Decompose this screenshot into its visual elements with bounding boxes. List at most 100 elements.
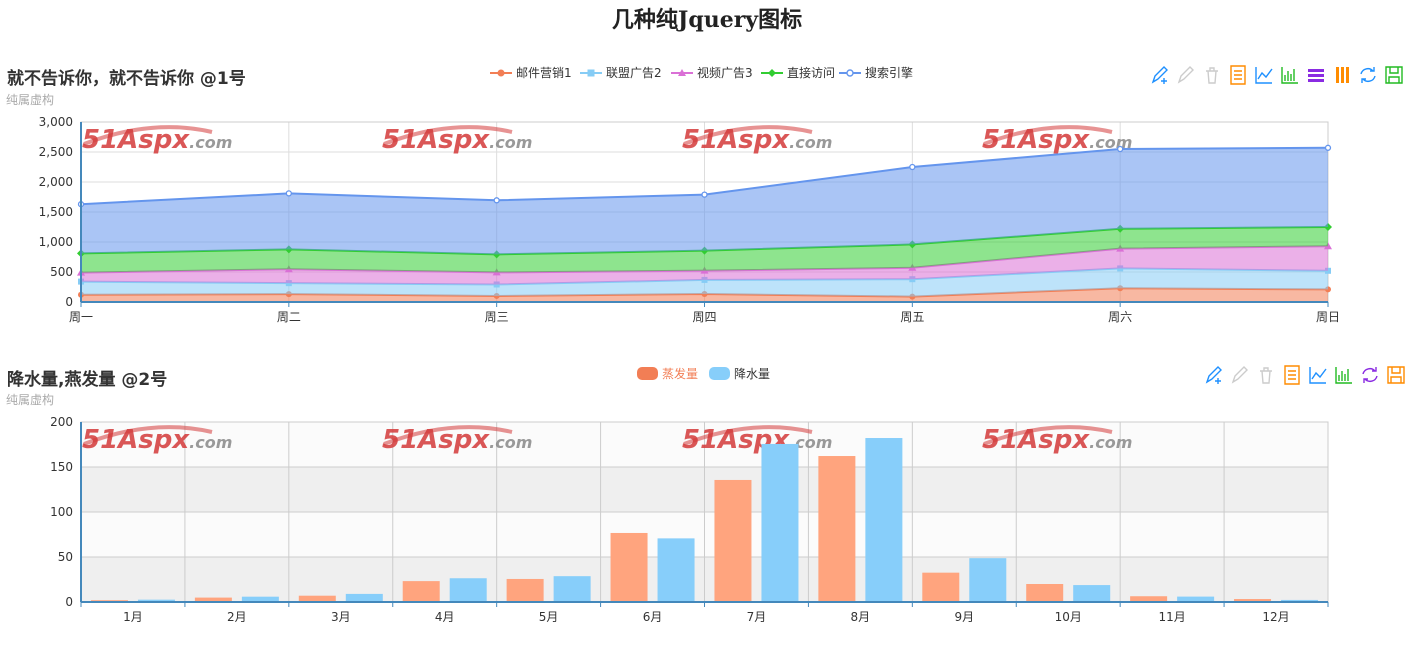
data-point xyxy=(1117,145,1124,153)
watermark-text: 51Aspx.com xyxy=(382,125,532,155)
data-view-icon[interactable] xyxy=(1230,65,1246,85)
doc-shape xyxy=(1284,365,1300,385)
bar-precipitation xyxy=(865,438,903,602)
legend-marker xyxy=(637,367,658,380)
x-tick-label: 周五 xyxy=(900,310,924,324)
line-chart-icon[interactable] xyxy=(1255,67,1273,84)
save-image-icon[interactable] xyxy=(1385,66,1403,84)
legend-item[interactable]: 视频广告3 xyxy=(671,65,753,80)
watermark-swoosh xyxy=(983,425,1113,446)
bar-evaporation xyxy=(194,597,232,602)
series-area-4 xyxy=(81,227,1328,273)
save-shape xyxy=(1385,66,1403,84)
stack-bar xyxy=(1308,79,1324,82)
stack-bar xyxy=(1308,69,1324,72)
bar-precipitation xyxy=(969,558,1007,602)
legend-marker xyxy=(587,69,595,77)
watermark-text: 51Aspx.com xyxy=(382,425,532,455)
watermark-logo: 51Aspx.com xyxy=(82,425,232,455)
bar-evaporation xyxy=(298,595,336,602)
x-tick-label: 11月 xyxy=(1158,610,1185,624)
legend-marker xyxy=(497,69,505,77)
x-tick-label: 9月 xyxy=(954,610,974,624)
tile-bar xyxy=(1346,67,1349,83)
page-title: 几种纯Jquery图标 xyxy=(611,7,803,33)
y-tick-label: 50 xyxy=(58,550,73,564)
y-tick-label: 0 xyxy=(65,295,73,309)
watermark-text: 51Aspx.com xyxy=(682,125,832,155)
tiled-icon[interactable] xyxy=(1336,67,1349,83)
legend-marker xyxy=(709,367,730,380)
y-tick-label: 2,000 xyxy=(39,175,73,189)
legend-label: 降水量 xyxy=(734,367,770,381)
x-tick-label: 8月 xyxy=(851,610,871,624)
legend-item[interactable]: 降水量 xyxy=(709,367,770,381)
bar-evaporation xyxy=(922,572,960,602)
bars-shape xyxy=(1281,67,1298,84)
legend-label: 蒸发量 xyxy=(662,366,698,381)
mark-undo-icon[interactable] xyxy=(1177,66,1194,84)
bar-precipitation xyxy=(345,593,383,602)
watermark-swoosh xyxy=(683,125,813,146)
bar-evaporation xyxy=(1026,584,1064,602)
x-tick-label: 4月 xyxy=(435,610,455,624)
bar-precipitation xyxy=(657,538,695,602)
watermark-logo: 51Aspx.com xyxy=(382,125,532,155)
y-tick-label: 1,500 xyxy=(39,205,73,219)
plus-shape xyxy=(1161,78,1167,84)
y-tick-label: 100 xyxy=(50,505,73,519)
x-tick-label: 6月 xyxy=(643,610,663,624)
legend-item[interactable]: 邮件营销1 xyxy=(490,66,572,80)
x-tick-label: 1月 xyxy=(123,610,143,624)
watermark-text: 51Aspx.com xyxy=(982,425,1132,455)
tile-bar xyxy=(1341,67,1344,83)
stack-icon[interactable] xyxy=(1308,69,1324,82)
legend-item[interactable]: 搜索引擎 xyxy=(839,65,913,80)
restore-icon[interactable] xyxy=(1360,67,1376,83)
legend-item[interactable]: 直接访问 xyxy=(761,65,835,80)
watermark-swoosh xyxy=(383,125,513,146)
chart2-subtitle: 纯属虚构 xyxy=(6,393,55,407)
mark-icon[interactable] xyxy=(1151,66,1168,84)
watermark-text: 51Aspx.com xyxy=(82,125,232,155)
legend-label: 直接访问 xyxy=(787,65,835,80)
line-shape xyxy=(1255,67,1273,84)
watermark-swoosh xyxy=(683,425,813,446)
legend-marker xyxy=(846,69,854,77)
bar-evaporation xyxy=(506,578,544,602)
y-tick-label: 1,000 xyxy=(39,235,73,249)
save-image-icon[interactable] xyxy=(1387,366,1405,384)
restore-icon[interactable] xyxy=(1362,367,1378,383)
watermark-swoosh xyxy=(83,425,213,446)
data-view-icon[interactable] xyxy=(1284,365,1300,385)
pen-shape xyxy=(1205,366,1222,384)
mark-clear-icon[interactable] xyxy=(1260,367,1272,384)
watermark-logo: 51Aspx.com xyxy=(982,125,1132,155)
pen-shape xyxy=(1151,66,1168,84)
legend-item[interactable]: 蒸发量 xyxy=(637,366,698,381)
bar-chart-icon[interactable] xyxy=(1281,67,1298,84)
watermark-logo: 51Aspx.com xyxy=(682,425,832,455)
save-shape xyxy=(1387,366,1405,384)
bar-precipitation xyxy=(137,599,175,602)
legend-label: 联盟广告2 xyxy=(606,66,662,80)
watermark-swoosh xyxy=(983,125,1113,146)
mark-undo-icon[interactable] xyxy=(1231,366,1248,384)
line-shape xyxy=(1309,367,1327,384)
plus-shape xyxy=(1215,378,1221,384)
stack-bar xyxy=(1308,74,1324,77)
mark-clear-icon[interactable] xyxy=(1206,67,1218,84)
legend-item[interactable]: 联盟广告2 xyxy=(580,66,662,80)
chart2-title: 降水量,燕发量 @2号 xyxy=(7,370,168,390)
bar-evaporation xyxy=(714,479,752,602)
mark-icon[interactable] xyxy=(1205,366,1222,384)
bar-chart-icon[interactable] xyxy=(1335,367,1352,384)
watermark-logo: 51Aspx.com xyxy=(382,425,532,455)
line-chart-icon[interactable] xyxy=(1309,367,1327,384)
legend-label: 搜索引擎 xyxy=(865,65,913,80)
watermark-logo: 51Aspx.com xyxy=(682,125,832,155)
watermark-logo: 51Aspx.com xyxy=(982,425,1132,455)
x-tick-label: 周二 xyxy=(277,310,301,324)
